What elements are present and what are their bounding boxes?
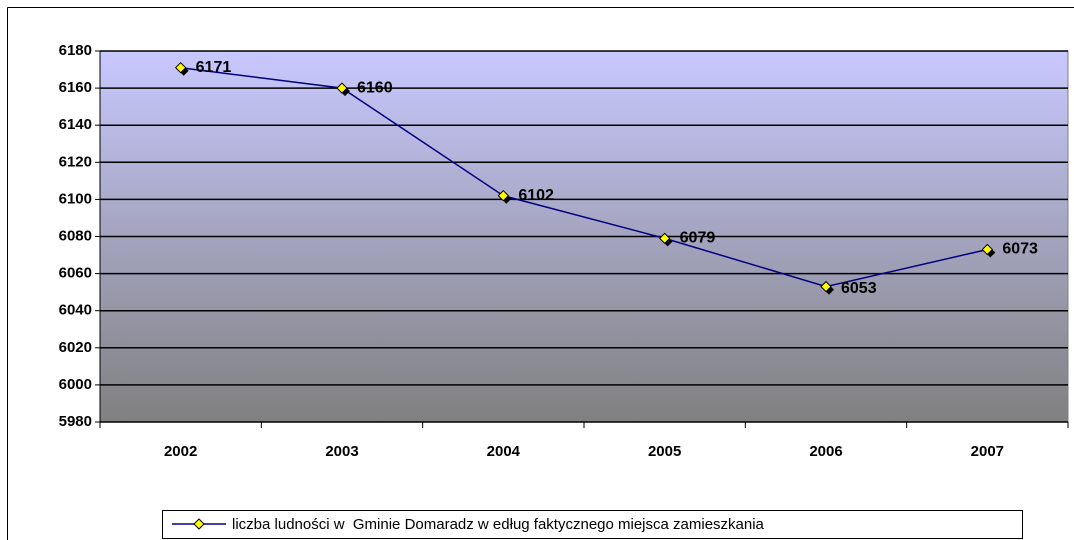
y-tick-label: 5980 [59,413,92,430]
legend-label: liczba ludności w Gminie Domaradz w edłu… [232,516,765,533]
x-tick-label: 2004 [487,443,521,460]
y-tick-label: 6060 [59,265,92,282]
y-tick-label: 6020 [59,339,92,356]
x-tick-label: 2007 [971,443,1004,460]
y-tick-label: 6140 [59,116,92,133]
data-label: 6160 [357,79,393,96]
marker [497,189,510,202]
y-tick-label: 6000 [59,376,92,393]
x-tick-label: 2003 [325,443,358,460]
series-line [180,66,988,288]
y-tick-label: 6100 [59,190,92,207]
y-tick-label: 6040 [59,302,92,319]
x-tick-label: 2006 [809,443,842,460]
marker [174,61,187,74]
legend-box [162,510,1023,539]
legend-marker [193,518,205,530]
y-tick-label: 6160 [59,79,92,96]
data-label: 6053 [841,280,877,297]
x-tick-label: 2005 [648,443,681,460]
marker [820,280,832,293]
y-tick-label: 6080 [59,227,92,244]
y-tick-label: 6120 [59,153,92,170]
marker [336,82,348,94]
x-tick-label: 2002 [164,443,197,460]
data-label: 6102 [518,187,554,204]
data-label: 6073 [1002,241,1038,258]
y-tick-label: 6180 [59,42,92,59]
marker [658,232,671,245]
data-label: 6079 [680,230,716,247]
marker [981,243,994,256]
data-label: 6171 [196,59,232,76]
